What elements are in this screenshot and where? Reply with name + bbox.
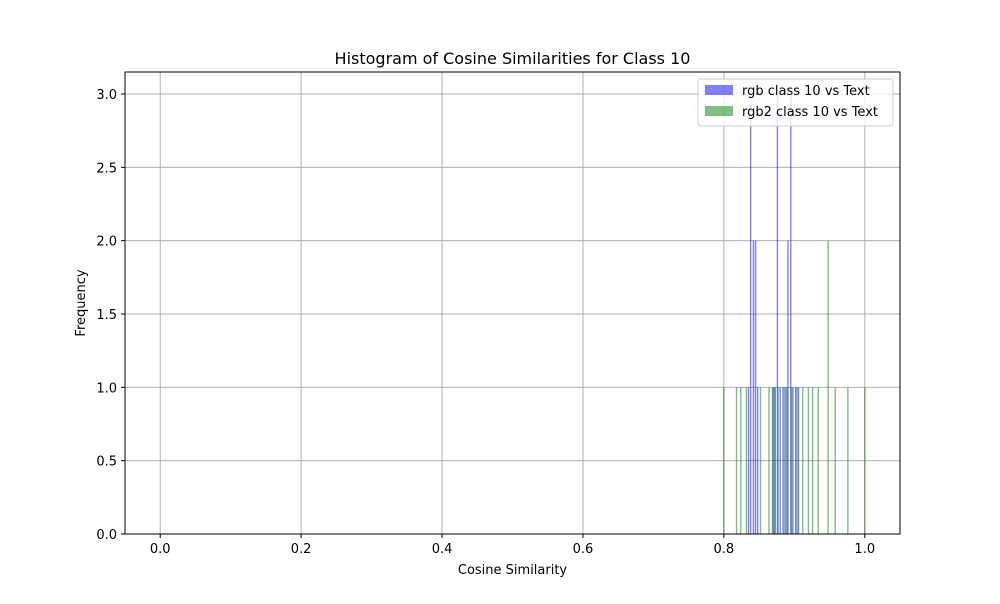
histogram-bar-rgb2 [786, 387, 788, 534]
chart-title: Histogram of Cosine Similarities for Cla… [335, 49, 691, 68]
histogram-bar-rgb [779, 387, 781, 534]
histogram-bar-rgb [749, 94, 752, 534]
x-tick-label: 1.0 [854, 542, 875, 557]
histogram-bar-rgb2 [790, 387, 793, 534]
histogram-bar-rgb [776, 94, 779, 534]
histogram-bar-rgb2 [827, 240, 829, 534]
legend-swatch-rgb2 [705, 106, 733, 116]
y-tick-label: 0.0 [96, 528, 117, 543]
legend: rgb class 10 vs Text rgb2 class 10 vs Te… [697, 78, 894, 127]
y-tick-label: 3.0 [96, 88, 117, 103]
histogram-bar-rgb [756, 387, 759, 534]
histogram-bar-rgb2 [723, 387, 725, 534]
histogram-bar-rgb2 [768, 387, 770, 534]
y-tick-label: 0.5 [96, 455, 117, 470]
legend-box [697, 78, 894, 127]
legend-swatch-rgb [705, 85, 733, 95]
histogram-bar-rgb2 [745, 387, 748, 534]
x-tick-label: 0.4 [432, 542, 453, 557]
legend-label-rgb: rgb class 10 vs Text [742, 84, 870, 99]
x-tick-label: 0.6 [573, 542, 594, 557]
histogram-bar-rgb [752, 240, 755, 534]
histogram-bar-rgb2 [817, 387, 819, 534]
ticks: 0.0 0.2 0.4 0.6 0.8 1.0 0.0 0.5 1.0 1.5 2.0 2.5 3.0 [96, 88, 875, 557]
histogram-bar-rgb2 [847, 387, 849, 534]
histogram-bar-rgb2 [796, 387, 798, 534]
histogram-bar-rgb2 [759, 387, 762, 534]
histogram-bar-rgb [795, 387, 797, 534]
histogram-bar-rgb2 [777, 387, 779, 534]
bars [723, 94, 866, 534]
histogram-bar-rgb2 [774, 387, 776, 534]
histogram-bar-rgb [747, 387, 750, 534]
histogram-bar-rgb2 [802, 387, 804, 534]
y-tick-label: 1.5 [96, 308, 117, 323]
y-tick-label: 2.0 [96, 235, 117, 250]
histogram-bar-rgb [797, 387, 800, 534]
y-tick-label: 1.0 [96, 381, 117, 396]
histogram-bar-rgb [782, 387, 784, 534]
axes-frame [124, 71, 901, 535]
y-axis-label: Frequency [74, 269, 89, 336]
histogram-bar-rgb2 [864, 387, 866, 534]
y-tick-label: 2.5 [96, 161, 117, 176]
histogram-bar-rgb [792, 387, 794, 534]
histogram-bar-rgb [790, 94, 792, 534]
histogram-bar-rgb [785, 387, 787, 534]
histogram-bar-rgb2 [740, 387, 742, 534]
legend-label-rgb2: rgb2 class 10 vs Text [742, 105, 878, 120]
histogram-bar-rgb2 [783, 387, 786, 534]
histogram-bar-rgb [772, 387, 774, 534]
histogram-bar-rgb2 [834, 387, 836, 534]
histogram-bar-rgb [754, 240, 757, 534]
histogram-bar-rgb2 [807, 387, 810, 534]
histogram-bar-rgb2 [811, 387, 814, 534]
histogram-bar-rgb2 [771, 387, 774, 534]
x-tick-label: 0.0 [150, 542, 171, 557]
x-tick-label: 0.8 [714, 542, 735, 557]
x-tick-label: 0.2 [291, 542, 312, 557]
histogram-bar-rgb2 [735, 387, 738, 534]
x-axis-label: Cosine Similarity [458, 563, 568, 578]
histogram-bar-rgb [787, 240, 789, 534]
